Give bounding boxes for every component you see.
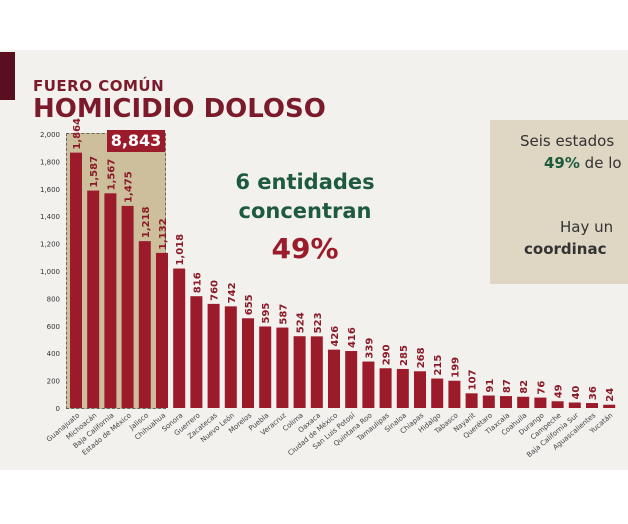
data-label: 40 — [571, 386, 582, 400]
bar — [328, 349, 340, 408]
y-tick-label: 0 — [56, 405, 60, 413]
bar — [362, 361, 375, 408]
y-tick-label: 600 — [47, 323, 60, 331]
callout-line1: 6 entidades — [235, 170, 375, 194]
data-label: 1,132 — [158, 218, 169, 250]
data-label: 268 — [416, 347, 427, 368]
panel-line2: 49% de lo — [544, 154, 622, 172]
bar — [190, 296, 203, 408]
callout-line2: concentran — [238, 199, 372, 223]
bar — [431, 378, 444, 408]
bar — [156, 252, 168, 408]
bar — [482, 395, 495, 408]
panel-line4: coordinac — [524, 240, 607, 258]
y-tick-label: 1,600 — [40, 186, 60, 194]
data-label: 1,567 — [106, 159, 117, 191]
data-label: 655 — [244, 294, 255, 315]
y-tick-label: 400 — [47, 350, 60, 358]
bar — [465, 393, 478, 408]
callout-text: 6 entidades concentran — [230, 168, 380, 226]
bar — [534, 397, 547, 408]
data-label: 587 — [278, 304, 289, 325]
bar — [517, 396, 530, 408]
data-label: 49 — [554, 384, 565, 398]
info-panel: Seis estados 49% de lo Hay un coordinac — [490, 120, 628, 284]
data-label: 87 — [502, 379, 513, 393]
data-label: 416 — [347, 327, 358, 348]
slide: FUERO COMÚN HOMICIDIO DOLOSO 8,843 6 ent… — [0, 50, 628, 470]
data-label: 290 — [382, 344, 393, 365]
bar — [87, 190, 100, 408]
bar — [293, 336, 306, 408]
bar — [414, 371, 426, 408]
data-label: 76 — [536, 381, 547, 395]
bar — [603, 404, 616, 408]
accent-strip — [0, 52, 15, 100]
bar — [310, 336, 323, 408]
panel-line1: Seis estados — [520, 132, 615, 150]
data-label: 24 — [605, 388, 616, 402]
data-label: 91 — [485, 379, 496, 393]
data-label: 426 — [330, 326, 341, 347]
y-tick-label: 1,800 — [40, 158, 60, 166]
panel-percent: 49% — [544, 154, 580, 172]
data-label: 285 — [399, 345, 410, 366]
bar — [121, 205, 134, 408]
bar — [551, 401, 564, 408]
page-title: HOMICIDIO DOLOSO — [33, 94, 326, 124]
bar — [70, 152, 82, 408]
bar-chart: 0 200 400 600 800 1,000 1,200 1,400 1,600 1,800 2,… — [40, 118, 616, 459]
bar — [396, 368, 409, 408]
y-tick-label: 1,400 — [40, 213, 60, 221]
data-label: 82 — [519, 380, 530, 394]
subtitle: FUERO COMÚN — [33, 77, 165, 95]
data-label: 816 — [192, 272, 203, 293]
y-tick-label: 2,000 — [40, 131, 60, 139]
panel-line2-rest: de lo — [579, 154, 622, 172]
data-label: 523 — [313, 312, 324, 333]
data-label: 1,587 — [89, 156, 100, 188]
bar — [207, 303, 220, 408]
data-label: 1,864 — [72, 118, 83, 150]
data-label: 760 — [210, 280, 221, 301]
y-tick-label: 1,000 — [40, 268, 60, 276]
total-badge: 8,843 — [107, 130, 165, 152]
bar — [568, 402, 581, 408]
data-label: 742 — [227, 282, 238, 303]
data-label: 36 — [588, 386, 599, 400]
data-label: 1,018 — [175, 234, 186, 266]
bar — [259, 326, 272, 408]
data-label: 1,218 — [141, 206, 152, 238]
data-label: 524 — [296, 312, 307, 333]
data-label: 215 — [433, 355, 444, 376]
bar — [500, 396, 512, 408]
data-label: 199 — [450, 357, 461, 378]
bar — [345, 351, 358, 408]
bar — [448, 380, 461, 408]
bar — [224, 306, 237, 408]
data-label: 107 — [468, 369, 479, 390]
panel-line3: Hay un — [560, 218, 614, 236]
bar — [379, 368, 392, 408]
callout-percent: 49% — [271, 232, 339, 265]
bar — [276, 327, 289, 408]
bar — [173, 268, 186, 408]
y-tick-label: 800 — [47, 295, 60, 303]
bar — [586, 403, 598, 408]
bar — [138, 241, 151, 408]
data-label: 1,475 — [124, 171, 135, 203]
bar — [104, 193, 117, 408]
y-tick-label: 200 — [47, 378, 60, 386]
data-label: 595 — [261, 303, 272, 324]
y-tick-label: 1,200 — [40, 241, 60, 249]
bar — [242, 318, 254, 408]
data-label: 339 — [364, 338, 375, 359]
